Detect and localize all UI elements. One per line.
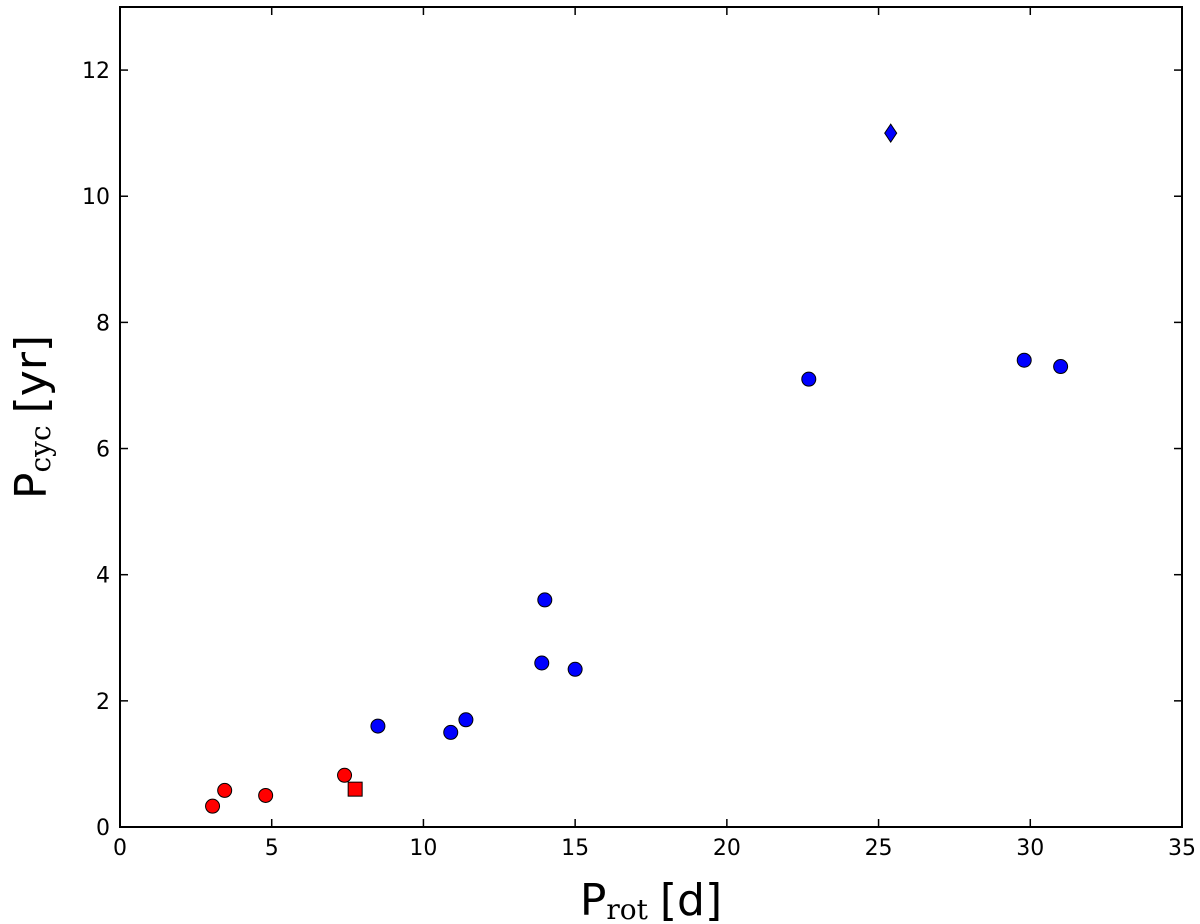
y-tick-label: 4 xyxy=(96,564,110,589)
y-axis-label-unit: [yr] xyxy=(6,335,57,413)
y-tick-label: 0 xyxy=(96,816,110,841)
data-point-circle xyxy=(458,712,474,728)
data-point-circle xyxy=(801,371,817,387)
data-point-circle xyxy=(205,798,221,814)
x-tick-label: 5 xyxy=(265,836,279,861)
y-tick-label: 2 xyxy=(96,690,110,715)
plot-area xyxy=(119,6,1183,828)
data-point-circle xyxy=(337,767,353,783)
data-markers xyxy=(205,123,1069,814)
y-tick-label: 8 xyxy=(96,311,110,336)
data-point-circle xyxy=(1053,359,1069,375)
x-tick-label: 30 xyxy=(1016,836,1044,861)
x-tick-label: 25 xyxy=(865,836,893,861)
y-axis-label: Pcyc [yr] xyxy=(6,335,57,499)
y-axis-label-sub: cyc xyxy=(24,425,57,472)
data-point-circle xyxy=(370,718,386,734)
axis-tick-labels: 0 5 10 15 20 25 30 35 0 2 4 6 8 10 12 xyxy=(82,59,1196,861)
x-tick-label: 15 xyxy=(561,836,589,861)
x-tick-label: 20 xyxy=(713,836,741,861)
data-point-square xyxy=(347,781,363,797)
data-point-circle xyxy=(443,724,459,740)
data-point-circle xyxy=(258,787,274,803)
x-axis-label-unit: [d] xyxy=(660,875,722,924)
data-point-diamond xyxy=(884,123,898,144)
data-point-circle xyxy=(537,592,553,608)
x-axis-label-main: P xyxy=(580,875,607,924)
y-tick-label: 6 xyxy=(96,438,110,463)
x-axis-label-sub: rot xyxy=(606,893,648,924)
data-point-circle xyxy=(567,661,583,677)
x-tick-label: 0 xyxy=(113,836,127,861)
axis-ticks xyxy=(119,7,1183,828)
y-tick-label: 12 xyxy=(82,59,110,84)
data-point-circle xyxy=(217,782,233,798)
x-tick-label: 10 xyxy=(409,836,437,861)
data-point-circle xyxy=(534,655,550,671)
y-axis-label-main: P xyxy=(6,473,57,500)
data-point-circle xyxy=(1016,352,1032,368)
y-tick-label: 10 xyxy=(82,185,110,210)
x-axis-label: Prot [d] xyxy=(580,875,722,924)
x-tick-label: 35 xyxy=(1168,836,1196,861)
